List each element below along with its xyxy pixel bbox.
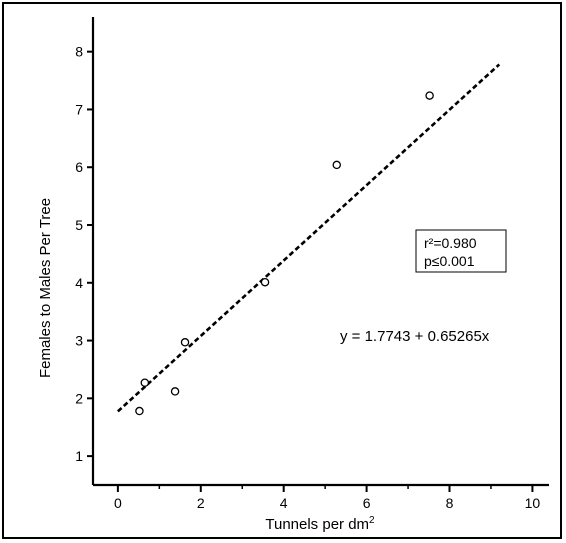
y-tick-label: 6 [75,159,83,175]
x-tick-label: 2 [197,495,205,511]
y-tick-label: 8 [75,44,83,60]
regression-line [116,63,501,413]
y-tick-label: 3 [75,333,83,349]
data-point [180,338,190,347]
equation-label: y = 1.7743 + 0.65265x [340,328,490,345]
y-tick-label: 1 [75,448,83,464]
stats-box [415,229,507,273]
x-axis-title: Tunnels per dm2 [265,515,375,533]
r-squared-label: r²=0.980 [424,235,477,251]
y-tick-label: 5 [75,217,83,233]
x-axis-title-superscript: 2 [369,515,375,526]
data-point [332,160,342,170]
data-point [135,406,144,416]
p-value-label: p≤0.001 [424,253,475,269]
x-tick-label: 0 [114,495,122,511]
y-axis-title: Females to Males Per Tree [37,198,54,378]
x-tick-label: 10 [525,495,541,511]
data-point [260,277,270,287]
y-tick-label: 2 [75,390,83,406]
chart-frame [2,2,562,539]
fit-line-group [116,63,501,413]
data-points [135,91,434,416]
tick-labels: 1 2 3 4 5 6 7 8 0 2 4 6 8 10 [75,44,540,511]
axes [87,17,549,492]
y-tick-label: 4 [75,275,83,291]
x-tick-label: 4 [280,495,288,511]
x-tick-label: 6 [363,495,371,511]
x-axis-title-main: Tunnels per dm [265,516,369,533]
data-point [140,378,150,387]
y-tick-label: 7 [75,101,83,117]
data-point [170,387,180,396]
data-point [425,91,434,100]
x-tick-label: 8 [446,495,454,511]
